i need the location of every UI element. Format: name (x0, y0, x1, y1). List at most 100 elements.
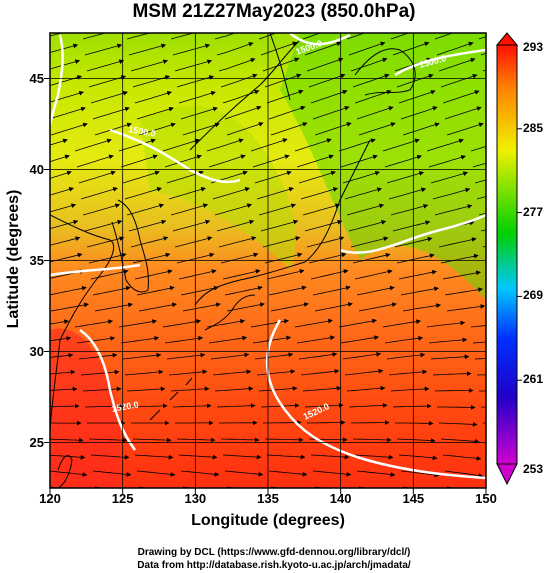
streamline (128, 43, 167, 56)
streamline (398, 454, 438, 461)
streamline (304, 219, 343, 232)
streamline (168, 187, 206, 200)
streamline (174, 59, 213, 72)
streamline (88, 252, 127, 264)
streamline (396, 438, 436, 444)
streamline (314, 302, 353, 312)
streamline (472, 162, 486, 168)
streamline (252, 154, 290, 168)
streamline (132, 252, 171, 264)
y-tick-label: 35 (29, 252, 44, 268)
colorbar-tick-label: 269 (523, 288, 544, 303)
streamline (338, 318, 377, 328)
streamline (50, 170, 72, 179)
streamline (118, 319, 158, 328)
streamline (126, 386, 166, 392)
streamline (306, 420, 346, 425)
streamline (400, 470, 440, 478)
streamline (208, 154, 246, 168)
height-contours (50, 33, 486, 480)
streamline (296, 154, 334, 168)
streamline (222, 269, 261, 280)
streamline (216, 403, 256, 409)
streamline (312, 105, 350, 120)
streamline (344, 368, 384, 376)
streamline (50, 203, 77, 213)
streamline (180, 285, 219, 296)
streamline (170, 33, 195, 40)
colorbar-tick-label: 253 (523, 462, 544, 476)
streamline (218, 57, 256, 72)
colorbar-tick-label: 293 (523, 40, 544, 54)
streamline (430, 354, 470, 360)
streamline (302, 33, 322, 40)
streamline (128, 403, 168, 409)
streamline (392, 220, 431, 232)
streamline (436, 41, 474, 56)
streamline (474, 358, 486, 360)
streamline (256, 369, 296, 376)
contour-label: 1520.0 (111, 399, 140, 414)
x-tick-label: 120 (39, 491, 61, 506)
streamline (428, 337, 468, 344)
streamline (172, 43, 211, 56)
streamline (444, 106, 482, 120)
streamline (92, 285, 131, 296)
streamline (50, 236, 81, 246)
streamline (222, 454, 262, 460)
streamline (84, 219, 123, 232)
streamline (50, 336, 72, 342)
streamline (348, 220, 387, 232)
streamline (398, 90, 436, 104)
streamline (294, 318, 333, 328)
streamline (308, 252, 347, 264)
streamline (136, 106, 174, 120)
streamline (426, 138, 464, 152)
streamline (214, 386, 254, 392)
map-title: MSM 21Z27May2023 (850.0hPa) (132, 1, 416, 22)
streamline (440, 73, 478, 88)
streamline (400, 286, 439, 296)
streamline (130, 236, 169, 248)
streamline (134, 454, 174, 460)
streamline (50, 122, 88, 136)
streamline (212, 187, 250, 200)
streamline (434, 204, 473, 216)
streamline (298, 170, 336, 184)
streamline (206, 138, 244, 152)
colorbar-top-arrow (495, 32, 519, 46)
streamline (136, 470, 176, 477)
streamline (120, 336, 160, 344)
streamline (220, 252, 259, 264)
streamline (304, 402, 344, 408)
streamline (268, 470, 308, 477)
streamline (432, 371, 472, 377)
streamline (340, 335, 380, 344)
streamline (476, 374, 486, 376)
streamline (384, 335, 424, 344)
streamline (432, 187, 471, 200)
streamline (50, 437, 84, 443)
streamline (220, 437, 260, 443)
streamline (122, 170, 160, 184)
streamline (302, 203, 341, 216)
streamline (354, 454, 394, 460)
streamline (182, 302, 221, 312)
x-ticks (49, 488, 487, 494)
streamline (266, 89, 304, 104)
streamline (80, 369, 120, 376)
streamline (126, 203, 165, 216)
y-tick-label: 25 (29, 434, 44, 450)
streamline (50, 386, 78, 392)
streamline (50, 252, 83, 263)
streamline (294, 138, 332, 152)
streamline (84, 43, 123, 56)
streamline (396, 73, 434, 88)
streamline (216, 219, 255, 232)
streamline (226, 122, 264, 136)
streamline (478, 36, 486, 40)
streamline (124, 369, 164, 376)
streamline (138, 122, 176, 136)
streamline (348, 402, 388, 408)
x-tick-label: 140 (329, 491, 352, 506)
